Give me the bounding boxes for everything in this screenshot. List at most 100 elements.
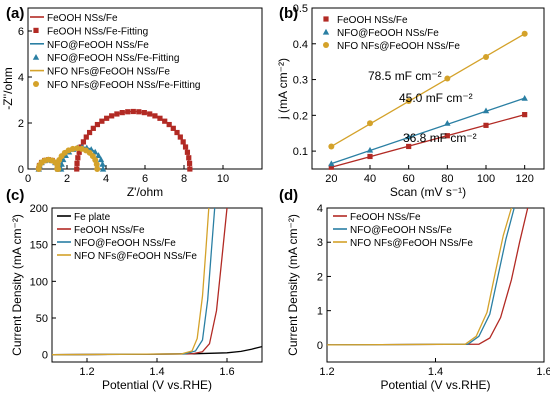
data-point: [366, 146, 374, 153]
x-tick-label: 20: [325, 173, 337, 185]
legend-entry: FeOOH NSs/Fe: [337, 15, 408, 26]
nyquist-point: [74, 145, 81, 152]
legend-entry: NFO NFs@FeOOH NSs/Fe: [74, 251, 197, 262]
data-point: [521, 30, 528, 37]
nyquist-point: [130, 108, 136, 115]
nyquist-point: [180, 139, 186, 145]
x-tick-label: 120: [515, 173, 533, 185]
x-tick-label: 1.4: [428, 366, 443, 378]
x-tick-label: 1.6: [536, 366, 550, 378]
x-tick-label: 6: [142, 173, 148, 185]
legend-entry: FeOOH NSs/Fe: [350, 212, 421, 223]
nyquist-point: [90, 125, 96, 131]
x-tick-label: 1.6: [219, 366, 234, 378]
data-point: [522, 112, 528, 118]
nyquist-point: [157, 115, 163, 121]
y-tick-label: 0: [18, 164, 24, 176]
x-axis-label: Potential (V vs.RHE): [380, 378, 490, 392]
legend-entry: FeOOH NSs/Fe: [47, 13, 118, 24]
nyquist-point: [83, 134, 89, 140]
nyquist-point: [80, 139, 87, 145]
legend-marker: [323, 16, 329, 22]
y-tick-label: 50: [36, 313, 48, 325]
y-tick-label: 200: [30, 203, 48, 215]
slope-annotation: 45.0 mF cm⁻²: [399, 91, 473, 105]
y-tick-label: 100: [30, 276, 48, 288]
nyquist-point: [170, 125, 176, 131]
data-point: [482, 107, 490, 114]
legend-entry: NFO NFs@FeOOH NSs/Fe: [47, 67, 170, 78]
y-tick-label: 6: [18, 26, 24, 38]
data-point: [521, 94, 528, 101]
data-point: [444, 133, 450, 139]
x-tick-label: 1.2: [319, 366, 334, 378]
data-point: [328, 164, 334, 170]
nyquist-point: [186, 160, 193, 166]
x-tick-label: 1.4: [149, 366, 164, 378]
legend-marker: [33, 27, 39, 33]
nyquist-point: [187, 166, 193, 172]
y-axis-label: -Z''/ohm: [1, 67, 15, 110]
legend-marker: [33, 81, 39, 87]
data-point: [367, 120, 373, 127]
legend-entry: NFO NFs@FeOOH NSs/Fe-Fitting: [47, 80, 201, 91]
nyquist-point: [186, 155, 192, 161]
y-tick-label: 2: [317, 271, 323, 283]
nyquist-point: [76, 149, 82, 155]
legend-entry: NFO@FeOOH NSs/Fe-Fitting: [47, 53, 179, 64]
data-point: [328, 143, 335, 150]
y-tick-label: 0: [317, 340, 323, 352]
nyquist-point: [166, 121, 172, 128]
legend-entry: NFO@FeOOH NSs/Fe: [350, 225, 452, 236]
nyquist-point: [93, 161, 100, 168]
y-tick-label: 4: [317, 203, 323, 215]
nyquist-point: [177, 134, 183, 140]
nyquist-point: [94, 121, 101, 128]
lsv-curve: [52, 208, 216, 356]
nyquist-point: [174, 129, 180, 136]
x-axis-label: Potential (V vs.RHE): [102, 378, 212, 392]
x-axis-label: Scan (mV s⁻¹): [390, 185, 466, 199]
nyquist-point: [86, 129, 93, 136]
x-tick-label: 100: [477, 173, 495, 185]
data-point: [444, 75, 451, 82]
x-tick-label: 40: [364, 173, 376, 185]
panel-d-label: (d): [279, 187, 298, 204]
nyquist-point: [74, 160, 80, 166]
lsv-curve: [327, 208, 529, 346]
x-tick-label: 1.2: [79, 366, 94, 378]
y-tick-label: 0.2: [293, 110, 308, 122]
data-point: [405, 98, 412, 105]
nyquist-point: [94, 166, 101, 172]
panel-c: (c) 1.2 1.4 1.6 0 50 100 150 200 Potential (V vs…: [6, 187, 263, 392]
y-tick-label: 150: [30, 240, 48, 252]
nyquist-point: [99, 118, 105, 124]
legend-marker: [323, 42, 329, 48]
nyquist-point: [184, 149, 191, 155]
nyquist-point: [75, 155, 81, 161]
legend-entry: NFO@FeOOH NSs/Fe: [47, 40, 149, 51]
nyquist-point: [141, 110, 147, 116]
data-point: [444, 120, 451, 126]
panel-d: (d) 1.2 1.4 1.6 0 1 2 3 4 Potential (V vs.RHE) Cu…: [279, 187, 550, 392]
fit-line: [331, 97, 525, 165]
nyquist-point: [114, 111, 120, 117]
y-axis-label: Current Density (mA cm⁻²): [10, 214, 24, 356]
legend-entry: NFO@FeOOH NSs/Fe: [74, 238, 176, 249]
nyquist-point: [152, 113, 158, 119]
panel-b: (b) 20 40 60 80 100 120 0.1 0.2 0.3 0.4 0.5 Scan (m…: [276, 3, 545, 199]
nyquist-point: [54, 166, 61, 172]
y-axis-label: j (mA cm⁻²): [276, 58, 290, 120]
x-tick-label: 80: [441, 173, 453, 185]
legend-marker: [32, 54, 40, 60]
legend-entry: NFO@FeOOH NSs/Fe: [337, 28, 439, 39]
data-point: [405, 133, 412, 140]
lsv-curve: [52, 208, 228, 356]
nyquist-point: [104, 115, 110, 121]
x-tick-label: 0: [25, 173, 31, 185]
nyquist-point: [162, 118, 168, 124]
lsv-curve: [327, 208, 513, 346]
legend-entry: NFO NFs@FeOOH NSs/Fe: [350, 238, 473, 249]
data-point: [406, 143, 412, 150]
